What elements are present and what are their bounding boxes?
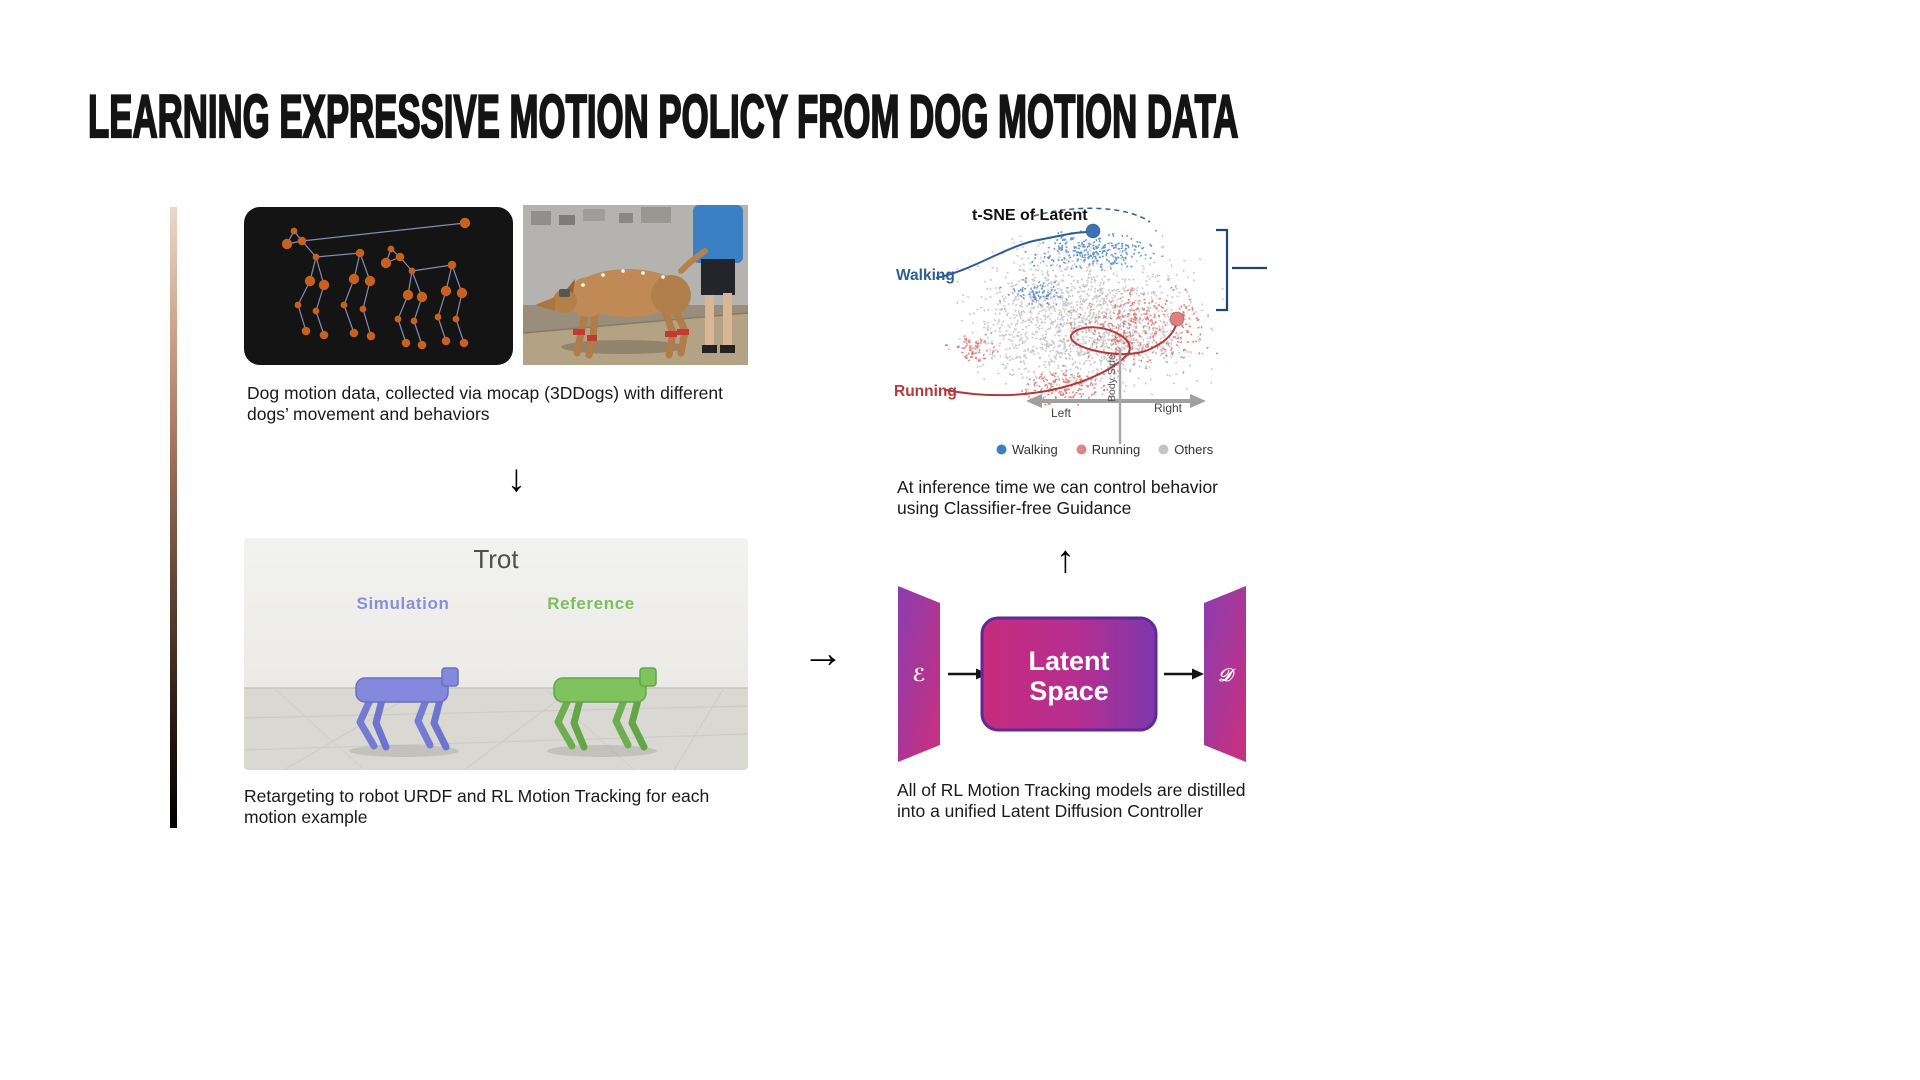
tsne-highlight-dots — [1085, 223, 1185, 327]
axis-left-arrowhead — [1026, 394, 1042, 408]
legend-others-label: Others — [1174, 442, 1214, 457]
running-cluster-label: Running — [894, 383, 957, 400]
legend-item-others: Others — [1158, 442, 1213, 457]
latent-space-label: Latent Space — [980, 620, 1158, 732]
simulation-scene — [244, 667, 748, 770]
tsne-plot: Left Right Body Side Walking Running t-S… — [888, 198, 1268, 470]
tsne-title: t-SNE of Latent — [972, 207, 1088, 224]
walking-cluster-label: Walking — [896, 267, 955, 284]
simulation-panel: Trot Simulation Reference — [244, 538, 748, 770]
latent-label-line1: Latent — [1028, 645, 1110, 676]
latent-caption: All of RL Motion Tracking models are dis… — [897, 780, 1246, 822]
sim-caption: Retargeting to robot URDF and RL Motion … — [244, 786, 710, 828]
tsne-caption: At inference time we can control behavio… — [897, 477, 1218, 519]
simulation-label: Simulation — [356, 594, 450, 613]
flow-arrow-down-icon: ↓ — [507, 458, 526, 500]
axis-right-arrowhead — [1190, 394, 1206, 408]
latent-diffusion-diagram: ℰ 𝒟 Latent Space — [896, 586, 1248, 762]
mocap-caption: Dog motion data, collected via mocap (3D… — [247, 383, 723, 425]
flow-arrow-right-icon: → — [802, 629, 844, 676]
latent-diagram-svg: ℰ 𝒟 — [898, 586, 1246, 762]
dog-tail — [678, 248, 708, 274]
latent-space-box — [980, 616, 1158, 732]
legend-walking-dot-icon — [996, 444, 1007, 455]
mocap-skeleton-panel — [244, 207, 513, 365]
legend-item-walking: Walking — [996, 442, 1058, 457]
dog-photo-illustration — [523, 205, 748, 365]
tsne-annotations: Left Right Body Side Walking Running — [894, 207, 1267, 444]
decoder-symbol: 𝒟 — [1218, 665, 1236, 686]
flow-arrow-up-icon: ↑ — [1056, 539, 1075, 581]
decoder-arrowhead — [1192, 668, 1204, 680]
left-gradient-bar — [170, 207, 177, 828]
page-title: LEARNING EXPRESSIVE MOTION POLICY FROM D… — [87, 82, 1239, 151]
tsne-scatter: Left Right Body Side Walking Running — [894, 207, 1267, 444]
encoder-shape — [898, 586, 940, 762]
latent-label-line2: Space — [1029, 676, 1109, 706]
head-marker-rig — [559, 289, 570, 297]
legend-item-running: Running — [1076, 442, 1140, 457]
reference-label: Reference — [547, 594, 635, 613]
walking-dashed-curve — [1033, 207, 1151, 223]
simulation-robot — [355, 667, 459, 751]
running-latent-dot — [1169, 311, 1185, 327]
encoder-symbol: ℰ — [912, 665, 925, 686]
axis-right-label: Right — [1154, 401, 1183, 415]
axis-body-side-label: Body Side — [1106, 354, 1118, 402]
legend-running-label: Running — [1091, 442, 1141, 457]
running-trajectory-curve — [945, 321, 1178, 397]
walking-trajectory-curve — [935, 231, 1090, 279]
sim-motion-title: Trot — [473, 544, 519, 574]
dog-photo — [523, 205, 748, 365]
tsne-scatter-points — [945, 229, 1225, 407]
walking-latent-dot — [1085, 223, 1101, 239]
legend-others-dot-icon — [1158, 444, 1169, 455]
reference-robot — [553, 667, 657, 751]
legend-running-dot-icon — [1076, 444, 1087, 455]
cluster-bracket — [1216, 228, 1229, 312]
mocap-skeleton-svg — [281, 217, 471, 350]
legend-walking-label: Walking — [1012, 442, 1058, 457]
decoder-shape — [1204, 586, 1246, 762]
tsne-legend: Walking Running Others — [996, 442, 1213, 457]
axis-left-label: Left — [1051, 406, 1072, 420]
